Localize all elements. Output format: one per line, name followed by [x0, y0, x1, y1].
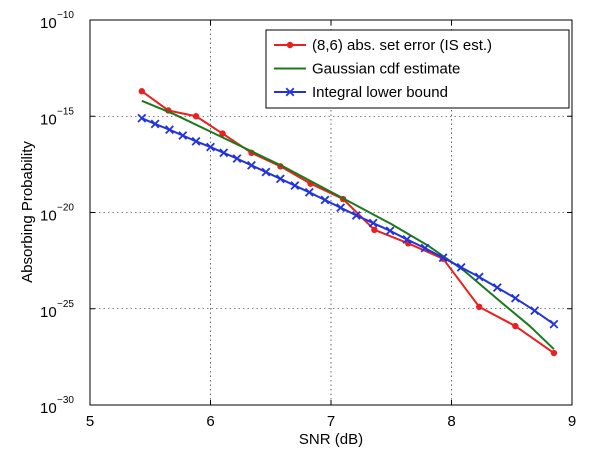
data-point	[247, 160, 256, 170]
data-point	[402, 235, 412, 244]
x-tick-label: 6	[206, 413, 214, 430]
series-layer	[137, 88, 559, 357]
data-point	[474, 272, 484, 282]
legend-box	[265, 29, 570, 109]
legend-entry: (8,6) abs. set error (IS est.)	[274, 37, 492, 54]
y-tick-exponent: −15	[57, 106, 74, 117]
y-tick-base: 10	[40, 400, 57, 417]
data-point	[191, 136, 201, 146]
x-tick-label: 5	[86, 413, 94, 430]
data-point	[476, 303, 483, 311]
axes-layer	[89, 19, 573, 406]
legend: (8,6) abs. set error (IS est.) Gaussian c…	[265, 29, 570, 109]
data-point	[492, 283, 502, 293]
data-point	[137, 113, 147, 123]
y-tick-base: 10	[40, 111, 57, 128]
x-tick-label: 8	[447, 413, 455, 430]
legend-label: (8,6) abs. set error (IS est.)	[312, 37, 492, 54]
data-point	[150, 119, 160, 129]
data-point	[290, 181, 300, 190]
y-tick-label: 10 −30	[40, 395, 74, 417]
data-point	[550, 349, 558, 357]
y-tick-label: 10 −15	[40, 106, 74, 128]
x-axis-label: SNR (dB)	[299, 431, 363, 448]
legend-entry: Gaussian cdf estimate	[274, 61, 460, 78]
y-tick-label: 10 −25	[40, 299, 74, 321]
data-point	[510, 293, 520, 303]
legend-label: Integral lower bound	[312, 84, 448, 101]
data-point	[304, 187, 314, 197]
y-tick-exponent: −25	[57, 299, 74, 310]
data-point	[219, 148, 229, 158]
data-point	[438, 253, 448, 263]
y-tick-base: 10	[40, 15, 57, 32]
data-point	[275, 174, 285, 184]
data-point	[336, 203, 346, 213]
y-tick-exponent: −30	[57, 395, 74, 406]
data-point	[206, 142, 215, 152]
data-point	[549, 319, 559, 329]
y-tick-base: 10	[40, 208, 57, 225]
data-point	[420, 243, 430, 253]
series-2	[141, 99, 555, 350]
data-point	[165, 125, 174, 135]
y-tick-base: 10	[40, 304, 57, 321]
y-tick-label: 10 −20	[40, 203, 74, 225]
series-line	[141, 90, 555, 354]
legend-label: Gaussian cdf estimate	[312, 61, 460, 78]
data-point	[138, 88, 146, 95]
data-point	[320, 195, 330, 205]
series-line	[141, 99, 555, 350]
x-tick-label: 7	[327, 413, 335, 430]
y-tick-exponent: −20	[57, 203, 74, 214]
data-point	[261, 167, 271, 177]
y-tick-exponent: −10	[57, 10, 74, 21]
legend-marker	[285, 87, 295, 97]
data-point	[385, 226, 395, 236]
legend-entry: Integral lower bound	[274, 84, 448, 101]
legend-marker	[286, 41, 294, 49]
data-point	[178, 131, 188, 140]
data-point	[219, 130, 226, 137]
data-point	[192, 113, 200, 120]
data-point	[456, 262, 466, 272]
data-point	[368, 218, 378, 228]
data-point	[530, 306, 540, 316]
data-point	[232, 154, 242, 164]
data-point	[351, 210, 361, 220]
y-axis-label: Absorbing Probability	[19, 141, 36, 283]
y-tick-label: 10 −10	[40, 10, 74, 32]
data-point	[512, 322, 519, 330]
x-tick-label: 9	[568, 413, 576, 430]
data-point	[371, 226, 378, 234]
series-3	[137, 113, 559, 329]
